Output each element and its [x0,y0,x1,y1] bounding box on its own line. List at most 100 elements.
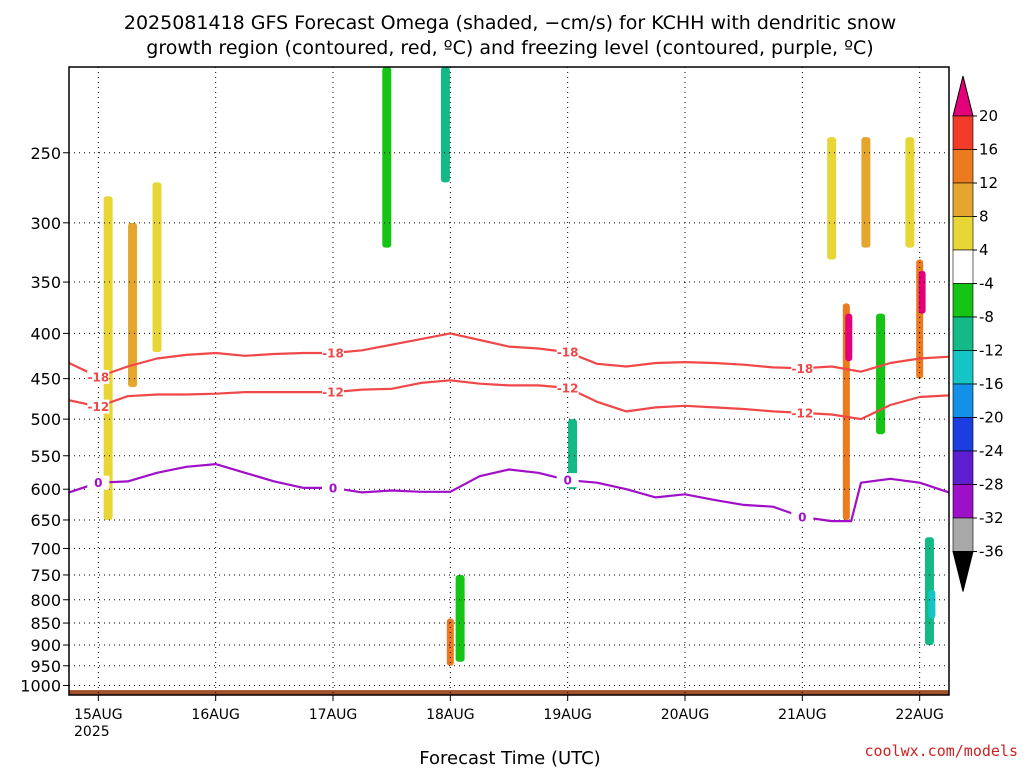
credit-label: coolwx.com/models [864,742,1018,760]
y-tick-label-8: 650 [30,511,61,530]
contour-label-2-1: 0 [94,476,102,490]
ground-surface [69,690,949,695]
colorbar: 20 16 12 8 4 -4 -8 -12 -16 -20 -24 -28 -32 -36 [952,75,1004,592]
ground-band [69,690,949,695]
grid-lines [69,67,949,695]
y-tick-label-5: 500 [30,410,61,429]
y-tick-label-1: 300 [30,214,61,233]
contour-lines: -18 -18 -18 -18 -12 -12 -12 -12 0 0 0 0 [69,332,949,524]
x-tick-label-6: 21AUG [778,707,827,723]
contour-label-bg-0-17 [556,345,579,360]
colorbar-swatch-3 [952,182,974,217]
omega-shading-layer [103,67,936,666]
contour-label-1-1: -12 [87,400,109,414]
y-axis-ticks: 250 300 350 400 450 500 550 600 650 700 750 800 850 9… [20,144,69,696]
x-tick-label-7: 22AUG [895,707,944,723]
colorbar-label-9: -20 [979,409,1004,427]
colorbar-label-6: -8 [979,308,994,326]
colorbar-label-2: 12 [979,174,998,192]
contour-label-bg-0-25 [791,361,814,376]
y-tick-label-3: 400 [30,324,61,343]
colorbar-label-8: -16 [979,375,1004,393]
x-tick-label-2: 17AUG [309,707,358,723]
colorbar-under-arrow [952,551,974,592]
colorbar-swatch-8 [952,350,974,385]
colorbar-swatch-4 [952,216,974,251]
colorbar-swatch-1 [952,115,974,150]
omega-shade-1 [128,222,138,388]
contour-label-bg-2-1 [87,475,110,490]
y-tick-label-7: 600 [30,480,61,499]
colorbar-label-0: 20 [979,107,998,125]
y-tick-label-11: 800 [30,591,61,610]
colorbar-label-10: -24 [979,442,1004,460]
x-tick-label-5: 20AUG [661,707,710,723]
x-axis-ticks: 15AUG 16AUG 17AUG 18AUG 19AUG 20AUG 21AUG 22AUG [74,695,944,723]
colorbar-swatch-5 [952,249,974,284]
contour-label-2-17: 0 [563,474,571,488]
omega-shade-3 [382,67,392,248]
contour-label-0-25: -18 [791,362,813,376]
colorbar-label-1: 16 [979,141,998,159]
contour-line-1 [69,379,949,421]
colorbar-swatch-10 [952,417,974,452]
y-tick-label-13: 900 [30,636,61,655]
contour-label-1-9: -12 [322,386,344,400]
omega-shade-4 [440,67,450,183]
contour-label-bg-2-25 [791,509,814,524]
contour-label-0-9: -18 [322,347,344,361]
contour-label-bg-1-25 [791,405,814,420]
y-tick-label-4: 450 [30,370,61,389]
colorbar-swatch-2 [952,149,974,184]
colorbar-label-7: -12 [979,342,1004,360]
contour-label-2-9: 0 [329,481,337,495]
omega-shade-7 [568,419,578,490]
colorbar-over-arrow [952,75,974,117]
y-tick-label-10: 750 [30,566,61,585]
omega-shade-13 [905,137,915,248]
omega-shade-6 [455,574,465,662]
contour-label-0-1: -18 [87,370,109,384]
colorbar-swatch-12 [952,484,974,519]
contour-label-bg-1-17 [556,380,579,395]
y-tick-label-6: 550 [30,447,61,466]
omega-shade-17 [928,590,936,619]
year-label: 2025 [74,724,110,740]
x-axis-label: Forecast Time (UTC) [419,748,600,768]
chart-title-line-1: 2025081418 GFS Forecast Omega (shaded, −… [124,12,896,34]
colorbar-label-13: -36 [979,543,1004,561]
y-tick-label-14: 950 [30,657,61,676]
contour-label-bg-0-9 [322,346,344,361]
colorbar-swatch-9 [952,383,974,418]
colorbar-swatch-7 [952,316,974,351]
colorbar-label-4: 4 [979,241,989,259]
colorbar-swatch-6 [952,283,974,318]
y-tick-label-12: 850 [30,614,61,633]
x-tick-label-0: 15AUG [74,707,123,723]
colorbar-swatch-13 [952,517,974,552]
omega-shade-8 [827,137,837,260]
omega-shade-0 [103,196,113,520]
contour-label-1-25: -12 [791,406,813,420]
colorbar-label-3: 8 [979,208,989,226]
x-tick-label-1: 16AUG [191,707,240,723]
contour-label-bg-2-9 [322,480,344,495]
contour-label-bg-2-17 [556,473,579,488]
omega-shade-11 [861,137,871,248]
omega-shade-10 [845,313,853,362]
contour-label-bg-0-1 [87,369,110,384]
colorbar-swatch-11 [952,450,974,485]
omega-shade-15 [918,270,926,314]
contour-label-bg-1-9 [322,385,344,400]
omega-shade-12 [876,313,886,435]
omega-shade-2 [152,182,162,353]
colorbar-label-12: -32 [979,509,1004,527]
y-tick-label-15: 1000 [20,677,61,696]
y-tick-label-2: 350 [30,273,61,292]
contour-line-0 [69,332,949,378]
x-tick-label-3: 18AUG [426,707,475,723]
contour-label-2-25: 0 [798,510,806,524]
chart-title-line-2: growth region (contoured, red, ºC) and f… [146,37,873,59]
contour-label-1-17: -12 [557,381,579,395]
